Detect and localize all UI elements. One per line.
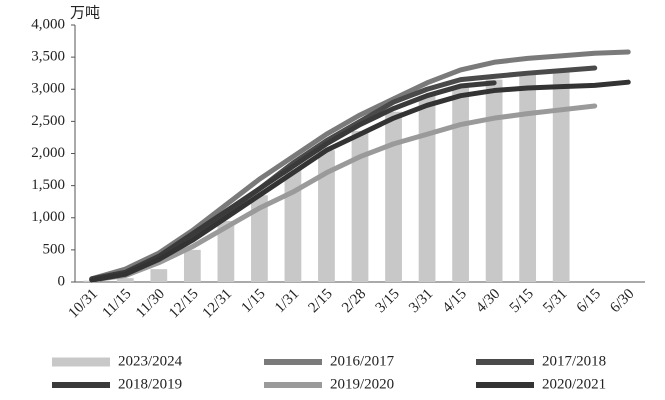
- y-tick-label: 3,000: [31, 81, 65, 97]
- y-tick-label: 1,500: [31, 177, 65, 193]
- x-tick-label: 6/30: [607, 286, 637, 316]
- unit-label: 万吨: [70, 4, 100, 21]
- bar: [519, 74, 537, 282]
- x-tick-label: 10/31: [66, 286, 101, 321]
- x-tick-label: 5/15: [507, 286, 537, 316]
- bar: [485, 79, 503, 282]
- x-tick-label: 2/28: [339, 286, 369, 316]
- bar: [284, 169, 302, 282]
- y-tick-label: 0: [58, 273, 66, 289]
- x-tick-label: 5/31: [540, 286, 570, 316]
- bar: [251, 195, 268, 282]
- bar: [418, 95, 436, 282]
- legend-label: 2019/2020: [330, 376, 394, 392]
- legend-label: 2017/2018: [542, 353, 606, 369]
- bar: [116, 278, 134, 282]
- bar: [552, 71, 570, 282]
- line: [89, 103, 598, 283]
- x-tick-label: 1/31: [272, 286, 302, 316]
- bar: [183, 249, 201, 282]
- x-tick-label: 2/15: [306, 286, 336, 316]
- x-tick-label: 3/31: [406, 286, 436, 316]
- legend-label: 2016/2017: [330, 353, 395, 369]
- y-tick-label: 2,000: [31, 145, 65, 161]
- y-tick-label: 1,000: [31, 209, 65, 225]
- x-tick-label: 4/30: [473, 286, 503, 316]
- bar: [318, 150, 335, 282]
- y-tick-label: 3,500: [31, 49, 65, 65]
- bar: [452, 86, 469, 282]
- y-tick-label: 500: [43, 241, 66, 257]
- legend-label: 2020/2021: [542, 376, 606, 392]
- line: [89, 79, 631, 283]
- x-tick-label: 12/31: [200, 286, 235, 321]
- x-tick-label: 11/15: [99, 286, 134, 321]
- x-tick-label: 4/15: [440, 286, 470, 316]
- bar: [385, 111, 402, 282]
- bar: [150, 269, 168, 282]
- line: [89, 49, 631, 282]
- y-tick-label: 2,500: [31, 113, 65, 129]
- bar: [217, 220, 235, 282]
- x-tick-label: 11/30: [133, 286, 168, 321]
- x-tick-label: 6/15: [574, 286, 604, 316]
- x-tick-label: 1/15: [238, 286, 268, 316]
- x-tick-label: 3/15: [373, 286, 403, 316]
- legend-label: 2023/2024: [118, 353, 183, 369]
- bar: [351, 131, 369, 282]
- x-tick-label: 12/15: [166, 286, 201, 321]
- legend-label: 2018/2019: [118, 376, 182, 392]
- line: [89, 80, 497, 282]
- y-tick-label: 4,000: [31, 16, 65, 32]
